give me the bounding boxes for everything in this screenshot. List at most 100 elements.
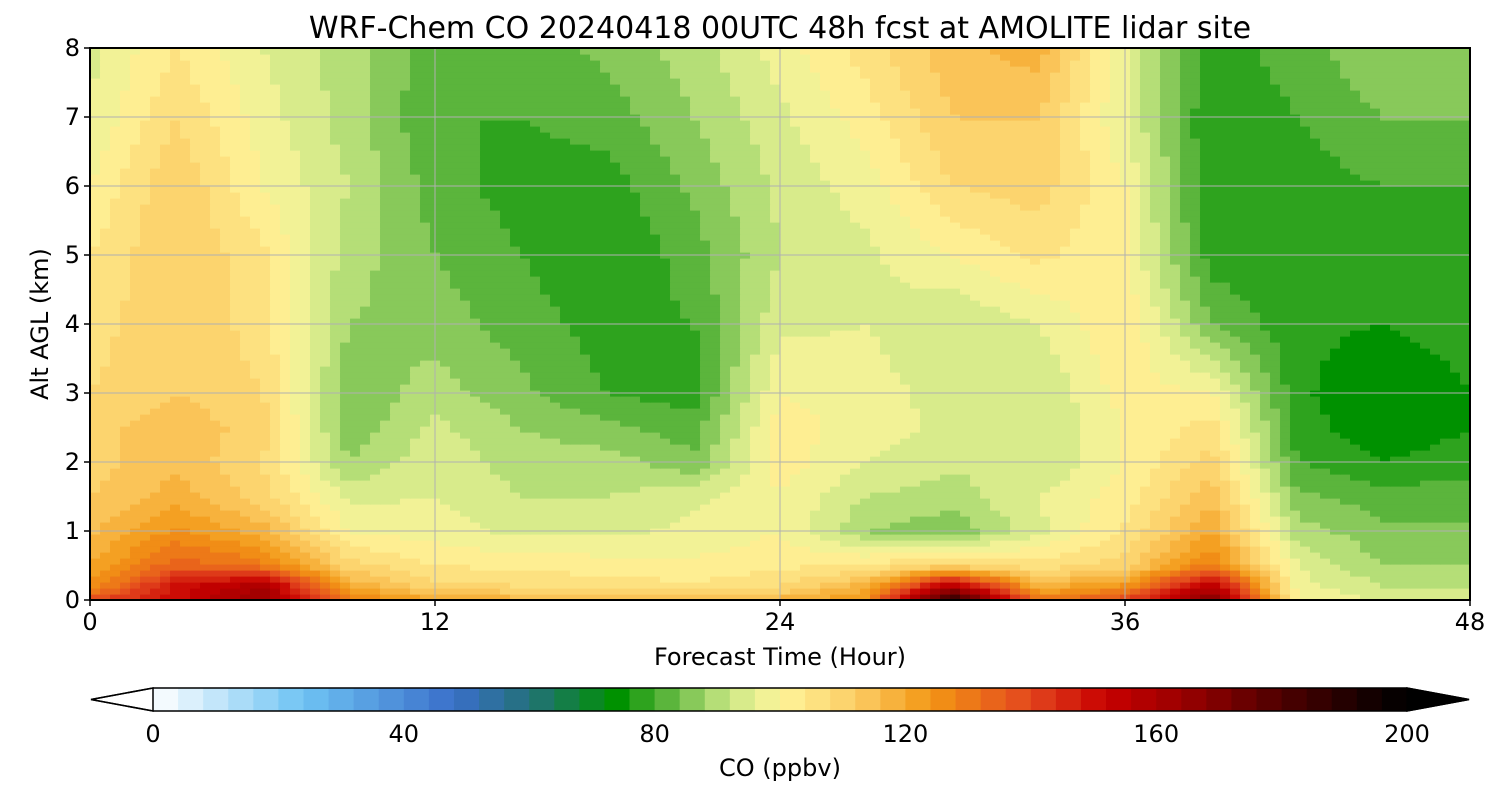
- heatmap-cell: [680, 396, 691, 403]
- heatmap-cell: [1300, 540, 1311, 547]
- heatmap-cell: [590, 564, 601, 571]
- heatmap-cell: [350, 546, 361, 553]
- heatmap-cell: [300, 444, 311, 451]
- heatmap-cell: [340, 582, 351, 589]
- heatmap-cell: [440, 450, 451, 457]
- heatmap-cell: [310, 408, 321, 415]
- heatmap-cell: [400, 534, 411, 541]
- heatmap-cell: [1220, 588, 1231, 595]
- heatmap-cell: [1200, 588, 1211, 595]
- heatmap-cell: [470, 552, 481, 559]
- heatmap-cell: [650, 384, 661, 391]
- heatmap-cell: [570, 558, 581, 565]
- heatmap-cell: [360, 420, 371, 427]
- heatmap-cell: [910, 462, 921, 469]
- heatmap-cell: [1420, 474, 1431, 481]
- heatmap-cell: [1440, 384, 1451, 391]
- heatmap-cell: [1140, 594, 1151, 600]
- heatmap-cell: [450, 396, 461, 403]
- heatmap-cell: [1210, 516, 1221, 523]
- heatmap-cell: [1420, 462, 1431, 469]
- heatmap-cell: [850, 510, 861, 517]
- heatmap-cell: [1460, 564, 1470, 571]
- heatmap-cell: [1050, 438, 1061, 445]
- heatmap-cell: [1340, 414, 1351, 421]
- heatmap-cell: [1420, 432, 1431, 439]
- heatmap-cell: [690, 558, 701, 565]
- heatmap-cell: [890, 504, 901, 511]
- heatmap-cell: [1330, 486, 1341, 493]
- heatmap-cell: [1390, 552, 1401, 559]
- heatmap-cell: [410, 540, 421, 547]
- heatmap-cell: [120, 546, 131, 553]
- heatmap-cell: [730, 558, 741, 565]
- heatmap-cell: [1420, 570, 1431, 577]
- heatmap-cell: [1300, 462, 1311, 469]
- heatmap-cell: [170, 546, 181, 553]
- heatmap-cell: [1280, 444, 1291, 451]
- heatmap-cell: [570, 486, 581, 493]
- heatmap-cell: [290, 414, 301, 421]
- heatmap-cell: [620, 546, 631, 553]
- heatmap-cell: [1170, 384, 1181, 391]
- heatmap-cell: [510, 492, 521, 499]
- heatmap-cell: [160, 426, 171, 433]
- heatmap-cell: [1350, 582, 1361, 589]
- heatmap-cell: [990, 540, 1001, 547]
- heatmap-cell: [950, 522, 961, 529]
- heatmap-cell: [1190, 438, 1201, 445]
- heatmap-cell: [1390, 582, 1401, 589]
- heatmap-cell: [620, 534, 631, 541]
- heatmap-cell: [1360, 510, 1371, 517]
- heatmap-cell: [1320, 522, 1331, 529]
- heatmap-cell: [1410, 444, 1421, 451]
- heatmap-cell: [1080, 546, 1091, 553]
- heatmap-cell: [660, 564, 671, 571]
- heatmap-cell: [370, 498, 381, 505]
- heatmap-cell: [1220, 438, 1231, 445]
- heatmap-cell: [250, 432, 261, 439]
- heatmap-cell: [960, 432, 971, 439]
- heatmap-cell: [820, 396, 831, 403]
- heatmap-cell: [890, 384, 901, 391]
- heatmap-cell: [780, 438, 791, 445]
- heatmap-cell: [350, 588, 361, 595]
- heatmap-cell: [640, 576, 651, 583]
- heatmap-cell: [1170, 426, 1181, 433]
- heatmap-cell: [130, 450, 141, 457]
- heatmap-cell: [440, 414, 451, 421]
- heatmap-cell: [890, 534, 901, 541]
- heatmap-cell: [220, 564, 231, 571]
- heatmap-cell: [750, 576, 761, 583]
- heatmap-cell: [640, 510, 651, 517]
- heatmap-cell: [1380, 426, 1391, 433]
- heatmap-cell: [1080, 594, 1091, 600]
- heatmap-cell: [110, 498, 121, 505]
- heatmap-cell: [320, 456, 331, 463]
- heatmap-cell: [750, 480, 761, 487]
- heatmap-cell: [1040, 444, 1051, 451]
- heatmap-cell: [420, 384, 431, 391]
- heatmap-cell: [200, 408, 211, 415]
- heatmap-cell: [1420, 486, 1431, 493]
- heatmap-cell: [890, 588, 901, 595]
- heatmap-cell: [280, 384, 291, 391]
- heatmap-cell: [480, 450, 491, 457]
- heatmap-cell: [610, 426, 621, 433]
- heatmap-cell: [870, 534, 881, 541]
- heatmap-cell: [820, 540, 831, 547]
- heatmap-cell: [1110, 582, 1121, 589]
- heatmap-cell: [690, 456, 701, 463]
- heatmap-cell: [1150, 384, 1161, 391]
- heatmap-cell: [1440, 402, 1451, 409]
- heatmap-cell: [660, 474, 671, 481]
- heatmap-cell: [230, 558, 241, 565]
- heatmap-cell: [620, 498, 631, 505]
- heatmap-cell: [990, 474, 1001, 481]
- heatmap-cell: [1020, 552, 1031, 559]
- heatmap-cell: [490, 408, 501, 415]
- heatmap-cell: [860, 480, 871, 487]
- heatmap-cell: [580, 420, 591, 427]
- heatmap-cell: [150, 558, 161, 565]
- heatmap-cell: [910, 432, 921, 439]
